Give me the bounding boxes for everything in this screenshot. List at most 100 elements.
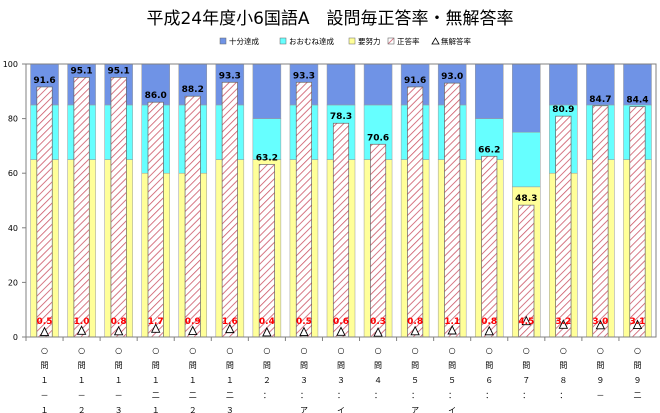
x-tick-label-char: ○: [486, 346, 493, 355]
x-tick-label-char: 二: [189, 391, 197, 400]
x-tick-label-char: ア: [411, 406, 419, 413]
no-answer-marker: [558, 319, 569, 329]
no-answer-label: 0.9: [185, 317, 201, 327]
x-tick-label-char: １: [115, 376, 123, 385]
band-full: [363, 63, 393, 106]
x-tick-label-char: ：: [337, 391, 345, 400]
x-tick-label-char: 問: [633, 361, 641, 370]
x-tick-label-char: ○: [523, 346, 530, 355]
x-tick-label-char: イ: [337, 406, 345, 413]
correct-rate-label: 80.9: [552, 105, 574, 115]
band-full: [512, 63, 541, 133]
x-tick-label-char: 問: [374, 361, 382, 370]
x-tick-label-char: 問: [448, 361, 456, 370]
no-answer-marker: [188, 325, 198, 335]
x-tick-label-char: ２: [263, 376, 271, 385]
no-answer-marker: [595, 319, 606, 330]
no-answer-marker: [113, 325, 124, 336]
no-answer-marker: [484, 325, 494, 336]
band-mostly: [252, 118, 282, 160]
x-tick-label-char: 問: [411, 361, 419, 370]
x-tick-label-char: ９: [633, 376, 641, 385]
legend-label-correct: 正答率: [397, 36, 420, 46]
x-tick-label-char: 問: [559, 361, 567, 370]
correct-rate-label: 84.4: [626, 96, 648, 106]
x-tick-label-char: －: [115, 391, 123, 400]
y-tick-label: 60: [8, 169, 18, 178]
x-tick-label-char: 問: [596, 361, 604, 370]
y-tick-label: 100: [3, 60, 18, 69]
x-tick-label-char: 問: [263, 361, 271, 370]
no-answer-marker: [262, 326, 272, 337]
no-answer-label: 4.5: [518, 317, 534, 327]
x-tick-label-char: ○: [115, 346, 122, 355]
x-tick-label-char: 二: [226, 391, 234, 400]
no-answer-marker: [632, 319, 643, 329]
no-answer-marker: [336, 326, 346, 336]
legend-swatch-effort: [348, 37, 356, 45]
correct-rate-label: 95.1: [70, 66, 92, 76]
correct-rate-label: 66.2: [478, 145, 500, 155]
x-tick-label-char: 問: [337, 361, 345, 370]
x-tick-label-char: ２: [189, 406, 197, 413]
legend-swatch-no-answer: [431, 37, 440, 45]
correct-rate-label: 86.0: [145, 91, 167, 101]
axes: 0 20 40 60 80 100 ○ 問 １ － １ ○ 問 １ － ２ ○ 問 １ － ３ ○ 問 １ 二 １ ○ 問 １ 二 ２ ○ 問 １…: [3, 60, 657, 413]
x-tick-label-char: ○: [226, 346, 233, 355]
x-tick-label-char: １: [41, 406, 49, 413]
x-tick-label-char: １: [78, 376, 86, 385]
x-tick-label-char: １: [152, 406, 160, 413]
x-tick-label-char: 問: [485, 361, 493, 370]
x-tick-label-char: 二: [152, 391, 160, 400]
x-tick-label-char: ：: [300, 391, 308, 400]
legend-swatch-mostly: [279, 37, 287, 45]
x-tick-label-char: ○: [152, 346, 159, 355]
legend-swatch-correct: [387, 37, 395, 45]
band-full: [623, 63, 652, 106]
band-full: [549, 63, 578, 106]
no-answer-marker: [39, 326, 50, 337]
no-answer-label: 0.5: [296, 317, 312, 327]
x-tick-label-char: ○: [263, 346, 270, 355]
x-tick-label-char: １: [41, 376, 49, 385]
y-tick-label: 20: [8, 278, 18, 287]
x-tick-label-char: ７: [522, 376, 530, 385]
correct-rate-bar: [184, 95, 201, 338]
x-tick-label-char: ６: [485, 376, 493, 385]
correct-rate-bar: [147, 101, 164, 338]
correct-rate-bar: [481, 155, 498, 338]
x-tick-label-char: ５: [411, 376, 419, 385]
correct-rate-label: 84.7: [589, 95, 611, 105]
legend-label-mostly: おおむね達成: [289, 36, 334, 46]
no-answer-label: 0.8: [407, 317, 423, 327]
x-tick-label-char: ：: [263, 391, 271, 400]
no-answer-label: 1.6: [222, 317, 238, 327]
x-tick-label-char: ○: [300, 346, 307, 355]
correct-rate-bar: [110, 77, 127, 338]
no-answer-label: 0.6: [333, 317, 349, 327]
x-tick-label-char: ○: [634, 346, 641, 355]
plot-frame: [25, 63, 657, 338]
correct-rate-label: 93.3: [219, 71, 241, 81]
x-tick-label-char: ２: [78, 406, 86, 413]
correct-rate-bar: [629, 106, 646, 338]
x-tick-label-char: 問: [189, 361, 197, 370]
x-tick-label-char: ○: [375, 346, 382, 355]
y-tick-label: 80: [8, 115, 18, 124]
legend-label-effort: 要努力: [358, 36, 381, 46]
correct-rate-label: 93.0: [441, 72, 463, 82]
correct-rate-label: 95.1: [108, 66, 130, 76]
x-tick-label-char: ５: [448, 376, 456, 385]
correct-rate-label: 48.3: [515, 194, 537, 204]
correct-rate-label: 91.6: [33, 76, 55, 86]
legend: 十分達成 おおむね達成 要努力 正答率 無解答率: [219, 36, 471, 46]
no-answer-label: 0.8: [481, 317, 497, 327]
x-tick-label-char: －: [78, 391, 86, 400]
correct-rate-bar: [370, 143, 387, 338]
x-tick-label-char: ○: [338, 346, 345, 355]
no-answer-label: 1.0: [74, 317, 90, 327]
x-tick-label-char: ○: [78, 346, 85, 355]
x-tick-label-char: ３: [300, 376, 308, 385]
x-tick-label-char: 二: [633, 391, 641, 400]
no-answer-marker: [299, 326, 309, 337]
